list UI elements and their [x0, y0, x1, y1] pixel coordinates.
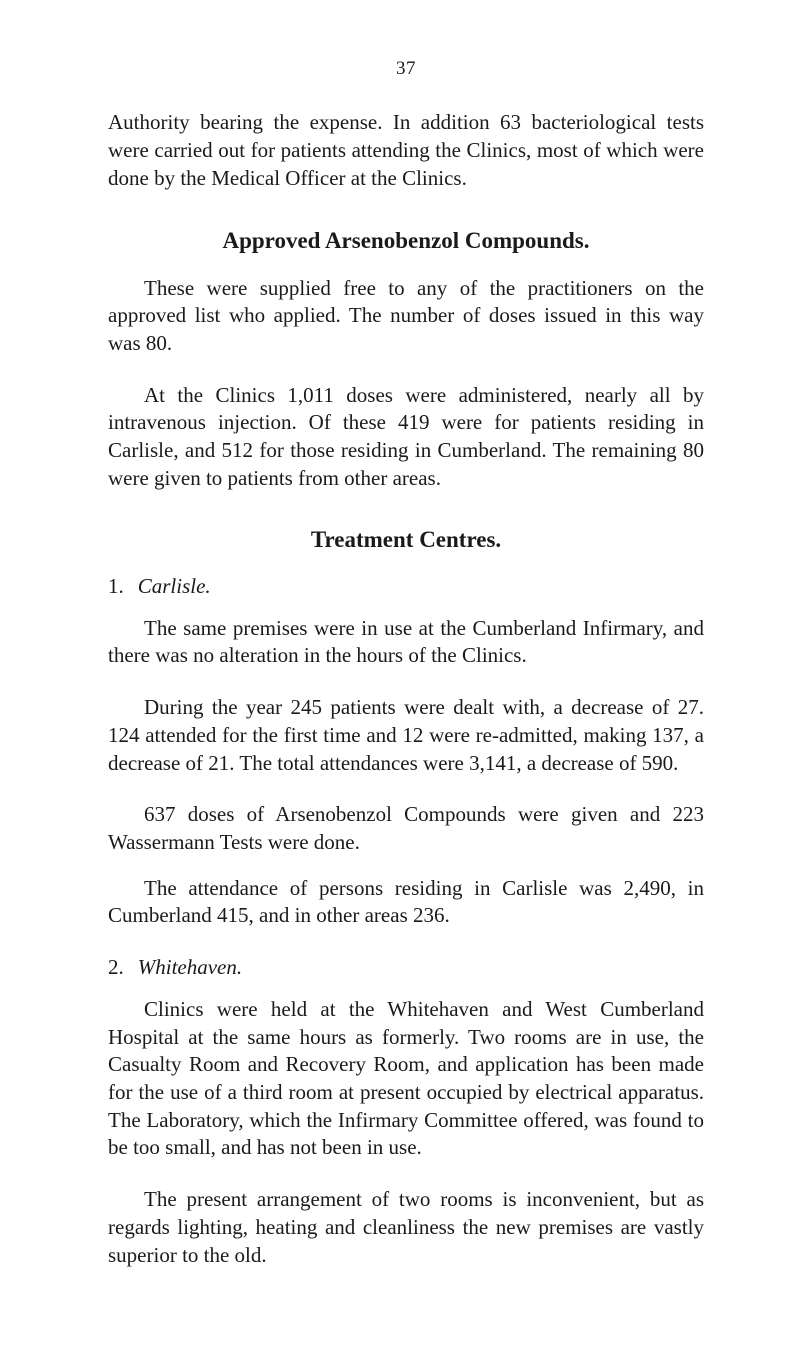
body-paragraph: The same premises were in use at the Cum…: [108, 615, 704, 670]
page-number: 37: [108, 56, 704, 81]
body-paragraph: The attendance of persons residing in Ca…: [108, 875, 704, 930]
body-paragraph: At the Clinics 1,011 doses were administ…: [108, 382, 704, 493]
item-number: 2.: [108, 955, 124, 979]
numbered-item: 2. Whitehaven.: [108, 954, 704, 982]
body-paragraph: During the year 245 patients were dealt …: [108, 694, 704, 777]
numbered-item: 1. Carlisle.: [108, 573, 704, 601]
section-heading: Approved Arsenobenzol Compounds.: [108, 226, 704, 256]
body-paragraph: The present arrangement of two rooms is …: [108, 1186, 704, 1269]
item-label: Whitehaven.: [138, 955, 242, 979]
body-paragraph: These were supplied free to any of the p…: [108, 275, 704, 358]
body-paragraph: Authority bearing the expense. In additi…: [108, 109, 704, 192]
section-heading: Treatment Centres.: [108, 525, 704, 555]
document-page: 37 Authority bearing the expense. In add…: [0, 0, 800, 1360]
body-paragraph: Clinics were held at the Whitehaven and …: [108, 996, 704, 1162]
item-number: 1.: [108, 574, 124, 598]
item-label: Carlisle.: [138, 574, 211, 598]
body-paragraph: 637 doses of Arsenobenzol Compounds were…: [108, 801, 704, 856]
